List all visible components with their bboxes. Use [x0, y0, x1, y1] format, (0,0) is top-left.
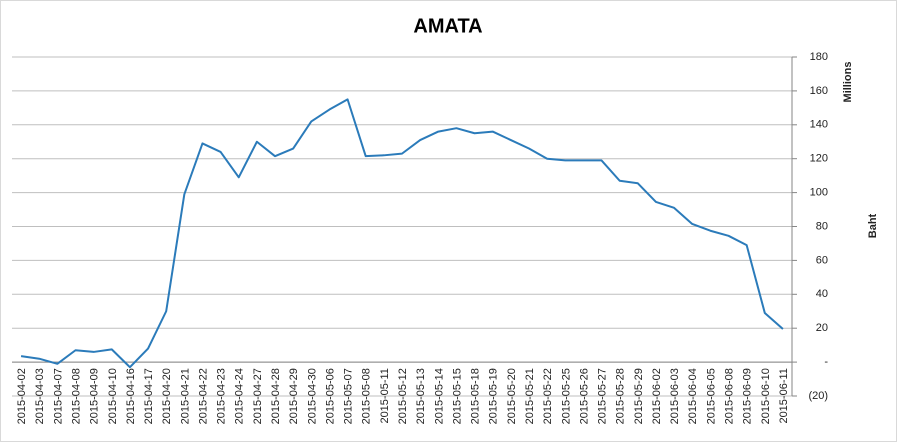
- x-tick-label: 2015-05-19: [488, 368, 500, 424]
- y-tick-label: 60: [816, 254, 828, 266]
- x-tick-label: 2015-05-22: [542, 368, 554, 424]
- x-tick-label: 2015-04-03: [34, 368, 46, 424]
- y-tick-label: 80: [816, 220, 828, 232]
- x-tick-label: 2015-05-11: [379, 368, 391, 423]
- x-tick-label: 2015-05-25: [560, 368, 572, 424]
- x-tick-label: 2015-04-22: [197, 368, 209, 424]
- x-tick-label: 2015-04-23: [216, 368, 228, 424]
- x-tick-label: 2015-05-06: [324, 368, 336, 424]
- x-tick-label: 2015-06-09: [742, 368, 754, 424]
- y-tick-label: (20): [808, 390, 828, 402]
- x-tick-label: 2015-04-20: [161, 368, 173, 424]
- y-axis-label: Baht: [867, 213, 879, 238]
- x-tick-label: 2015-06-10: [760, 368, 772, 424]
- x-tick-label: 2015-04-10: [107, 368, 119, 424]
- x-tick-label: 2015-04-21: [179, 368, 191, 424]
- x-tick-label: 2015-04-30: [306, 368, 318, 424]
- x-tick-label: 2015-06-05: [705, 368, 717, 424]
- x-tick-label: 2015-06-02: [651, 368, 663, 424]
- x-tick-label: 2015-05-26: [578, 368, 590, 424]
- x-tick-label: 2015-05-21: [524, 368, 536, 424]
- y-tick-label: 140: [810, 119, 828, 131]
- y-tick-label: 160: [810, 85, 828, 97]
- x-tick-label: 2015-04-17: [143, 368, 155, 424]
- x-tick-label: 2015-06-11: [778, 368, 790, 423]
- x-tick-label: 2015-06-04: [687, 368, 699, 424]
- x-tick-label: 2015-04-08: [70, 368, 82, 424]
- y-tick-label: 40: [816, 288, 828, 300]
- y-tick-label: 20: [816, 322, 828, 334]
- x-tick-label: 2015-04-24: [234, 368, 246, 424]
- x-tick-label: 2015-06-03: [669, 368, 681, 424]
- x-tick-label: 2015-04-16: [125, 368, 137, 424]
- x-tick-label: 2015-04-07: [52, 368, 64, 424]
- x-tick-label: 2015-05-07: [343, 368, 355, 424]
- x-tick-label: 2015-05-12: [397, 368, 409, 424]
- chart-title: AMATA: [413, 15, 482, 37]
- x-tick-label: 2015-04-28: [270, 368, 282, 424]
- x-tick-label: 2015-05-15: [451, 368, 463, 424]
- x-tick-label: 2015-04-09: [89, 368, 101, 424]
- y-tick-label: 100: [810, 187, 828, 199]
- x-tick-label: 2015-05-27: [597, 368, 609, 424]
- x-tick-label: 2015-05-29: [633, 368, 645, 424]
- y-tick-label: 180: [810, 51, 828, 63]
- x-tick-label: 2015-05-18: [470, 368, 482, 424]
- x-tick-label: 2015-04-27: [252, 368, 264, 424]
- y-tick-label: -: [824, 356, 828, 368]
- y-units-label: Millions: [842, 62, 854, 103]
- x-tick-label: 2015-05-08: [361, 368, 373, 424]
- x-tick-label: 2015-04-29: [288, 368, 300, 424]
- x-tick-label: 2015-04-02: [16, 368, 28, 424]
- data-line: [20, 98, 784, 369]
- x-tick-label: 2015-05-20: [506, 368, 518, 424]
- x-tick-label: 2015-05-14: [433, 368, 445, 424]
- x-tick-label: 2015-05-13: [415, 368, 427, 424]
- x-tick-label: 2015-05-28: [615, 368, 627, 424]
- x-tick-label: 2015-06-08: [724, 368, 736, 424]
- y-tick-label: 120: [810, 153, 828, 165]
